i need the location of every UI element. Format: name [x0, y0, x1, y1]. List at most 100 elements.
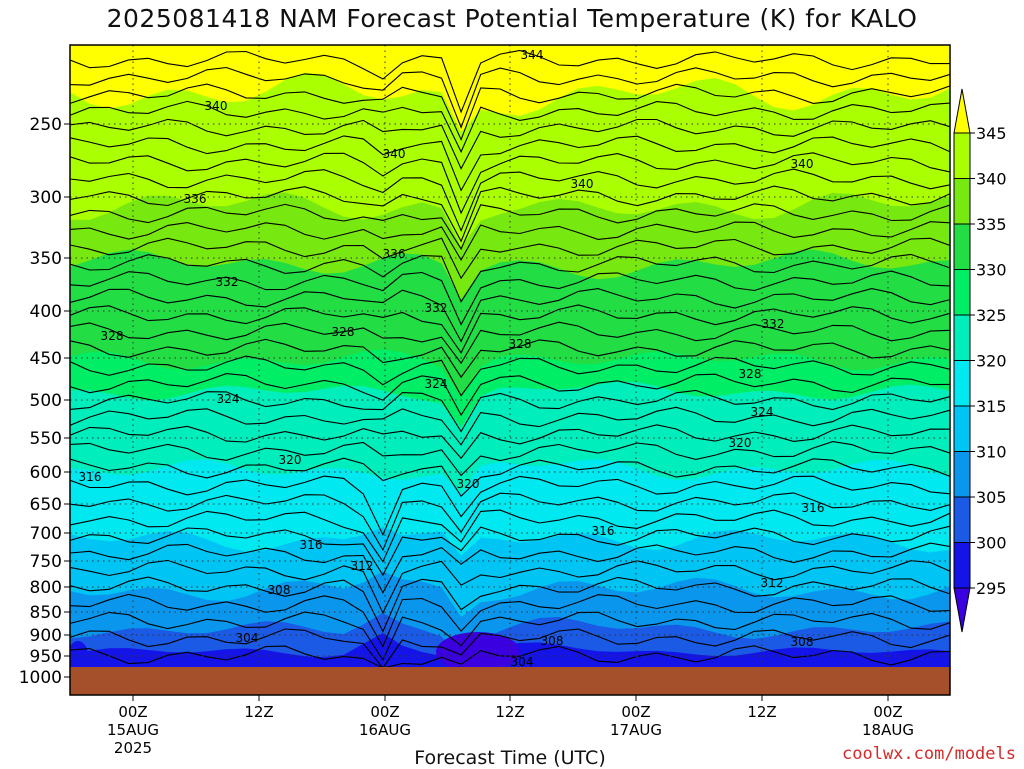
contour-label: 340: [383, 147, 406, 161]
y-tick-label: 350: [30, 249, 62, 269]
contour-label: 328: [509, 337, 532, 351]
contour-line: [70, 49, 950, 114]
contour-label: 316: [592, 524, 615, 538]
contour-label: 344: [521, 48, 544, 62]
contour-line: [70, 389, 950, 433]
colorbar-swatch: [953, 223, 971, 270]
y-tick-label: 450: [30, 349, 62, 369]
y-tick-label: 300: [30, 188, 62, 208]
contour-line: [70, 270, 950, 326]
x-tick-label: 12Z: [747, 703, 776, 721]
x-tick-label: 00Z: [370, 703, 399, 721]
contour-label: 320: [729, 436, 752, 450]
y-tick-label: 550: [30, 429, 62, 449]
contour-label: 332: [425, 301, 448, 315]
contour-label: 320: [279, 453, 302, 467]
contour-line: [70, 185, 950, 243]
colorbar-swatch: [953, 360, 971, 407]
contour-label: 312: [351, 559, 374, 573]
contour-label: 328: [101, 329, 124, 343]
colorbar-arrow-top: [953, 88, 971, 134]
contour-label: 308: [541, 634, 564, 648]
colorbar-swatch: [953, 496, 971, 543]
cold-pocket: [70, 641, 88, 669]
y-tick-label: 850: [30, 603, 62, 623]
credit-text: coolwx.com/models: [842, 744, 1016, 764]
colorbar-label: 315: [976, 397, 1007, 416]
colorbar-label: 320: [976, 352, 1007, 371]
contour-line: [70, 373, 950, 417]
x-tick-label: 00Z: [873, 703, 902, 721]
y-tick-label: 400: [30, 302, 62, 322]
contour-label: 336: [383, 247, 406, 261]
y-tick-label: 650: [30, 495, 62, 515]
contour-line: [70, 253, 950, 303]
contour-line: [70, 321, 950, 365]
contour-line: [70, 288, 950, 343]
contour-label: 308: [268, 583, 291, 597]
contour-label: 324: [751, 405, 774, 419]
colorbar-swatch: [953, 269, 971, 316]
contour-label: 312: [761, 576, 784, 590]
contour-label: 308: [791, 635, 814, 649]
colorbar-swatch: [953, 178, 971, 225]
contour-line: [70, 66, 950, 130]
contour-line: [70, 203, 950, 251]
x-tick-label: 18AUG: [862, 721, 914, 739]
contour-label: 320: [457, 477, 480, 491]
contour-line: [70, 576, 950, 633]
contour-line: [70, 355, 950, 397]
colorbar-label: 305: [976, 488, 1007, 507]
colorbar-label: 330: [976, 261, 1007, 280]
contour-label: 340: [205, 99, 228, 113]
x-tick-label: 00Z: [621, 703, 650, 721]
colorbar-label: 310: [976, 443, 1007, 462]
contour-line: [70, 611, 950, 662]
cold-pocket: [170, 657, 310, 669]
colorbar-label: 345: [976, 124, 1007, 143]
y-tick-label: 1000: [19, 668, 62, 688]
y-tick-label: 700: [30, 524, 62, 544]
contour-line: [70, 118, 950, 170]
colorbar-arrow-bottom: [953, 587, 971, 633]
x-tick-label: 12Z: [495, 703, 524, 721]
colorbar-swatch: [953, 542, 971, 589]
contour-line: [70, 593, 950, 648]
y-tick-label: 250: [30, 115, 62, 135]
y-tick-label: 900: [30, 626, 62, 646]
contour-lines: [70, 49, 950, 669]
colorbar: 345 340 335 330 325 320 315 310 305 300 295: [953, 88, 1007, 633]
contour-label: 304: [236, 631, 259, 645]
colorbar-swatch: [953, 132, 971, 179]
x-tick-label: 12Z: [244, 703, 273, 721]
y-tick-label: 600: [30, 463, 62, 483]
colorbar-label: 300: [976, 534, 1007, 553]
x-tick-label: 17AUG: [610, 721, 662, 739]
contour-label: 316: [79, 470, 102, 484]
contour-label: 340: [571, 177, 594, 191]
colorbar-label: 325: [976, 306, 1007, 325]
contour-label: 332: [216, 275, 239, 289]
x-tick-label: 00Z: [118, 703, 147, 721]
contour-line: [70, 628, 950, 669]
y-axis: 250 300 350 400 450 500 550 600 650 700 750 800 850 9…: [19, 115, 70, 688]
contour-line: [70, 237, 950, 280]
contour-label: 340: [791, 157, 814, 171]
y-tick-label: 750: [30, 552, 62, 572]
y-tick-label: 950: [30, 647, 62, 667]
contour-label: 324: [217, 392, 240, 406]
colorbar-label: 335: [976, 215, 1007, 234]
contour-label: 316: [300, 538, 323, 552]
x-tick-label: 16AUG: [359, 721, 411, 739]
x-tick-label: 2025: [114, 739, 152, 757]
colorbar-label: 340: [976, 170, 1007, 189]
contour-label: 328: [332, 325, 355, 339]
colorbar-label: 295: [976, 579, 1007, 598]
contour-line: [70, 304, 950, 354]
contour-line: [70, 152, 950, 215]
chart-title: 2025081418 NAM Forecast Potential Temper…: [106, 4, 918, 33]
contour-line: [70, 542, 950, 594]
grid-lines: [70, 45, 950, 695]
